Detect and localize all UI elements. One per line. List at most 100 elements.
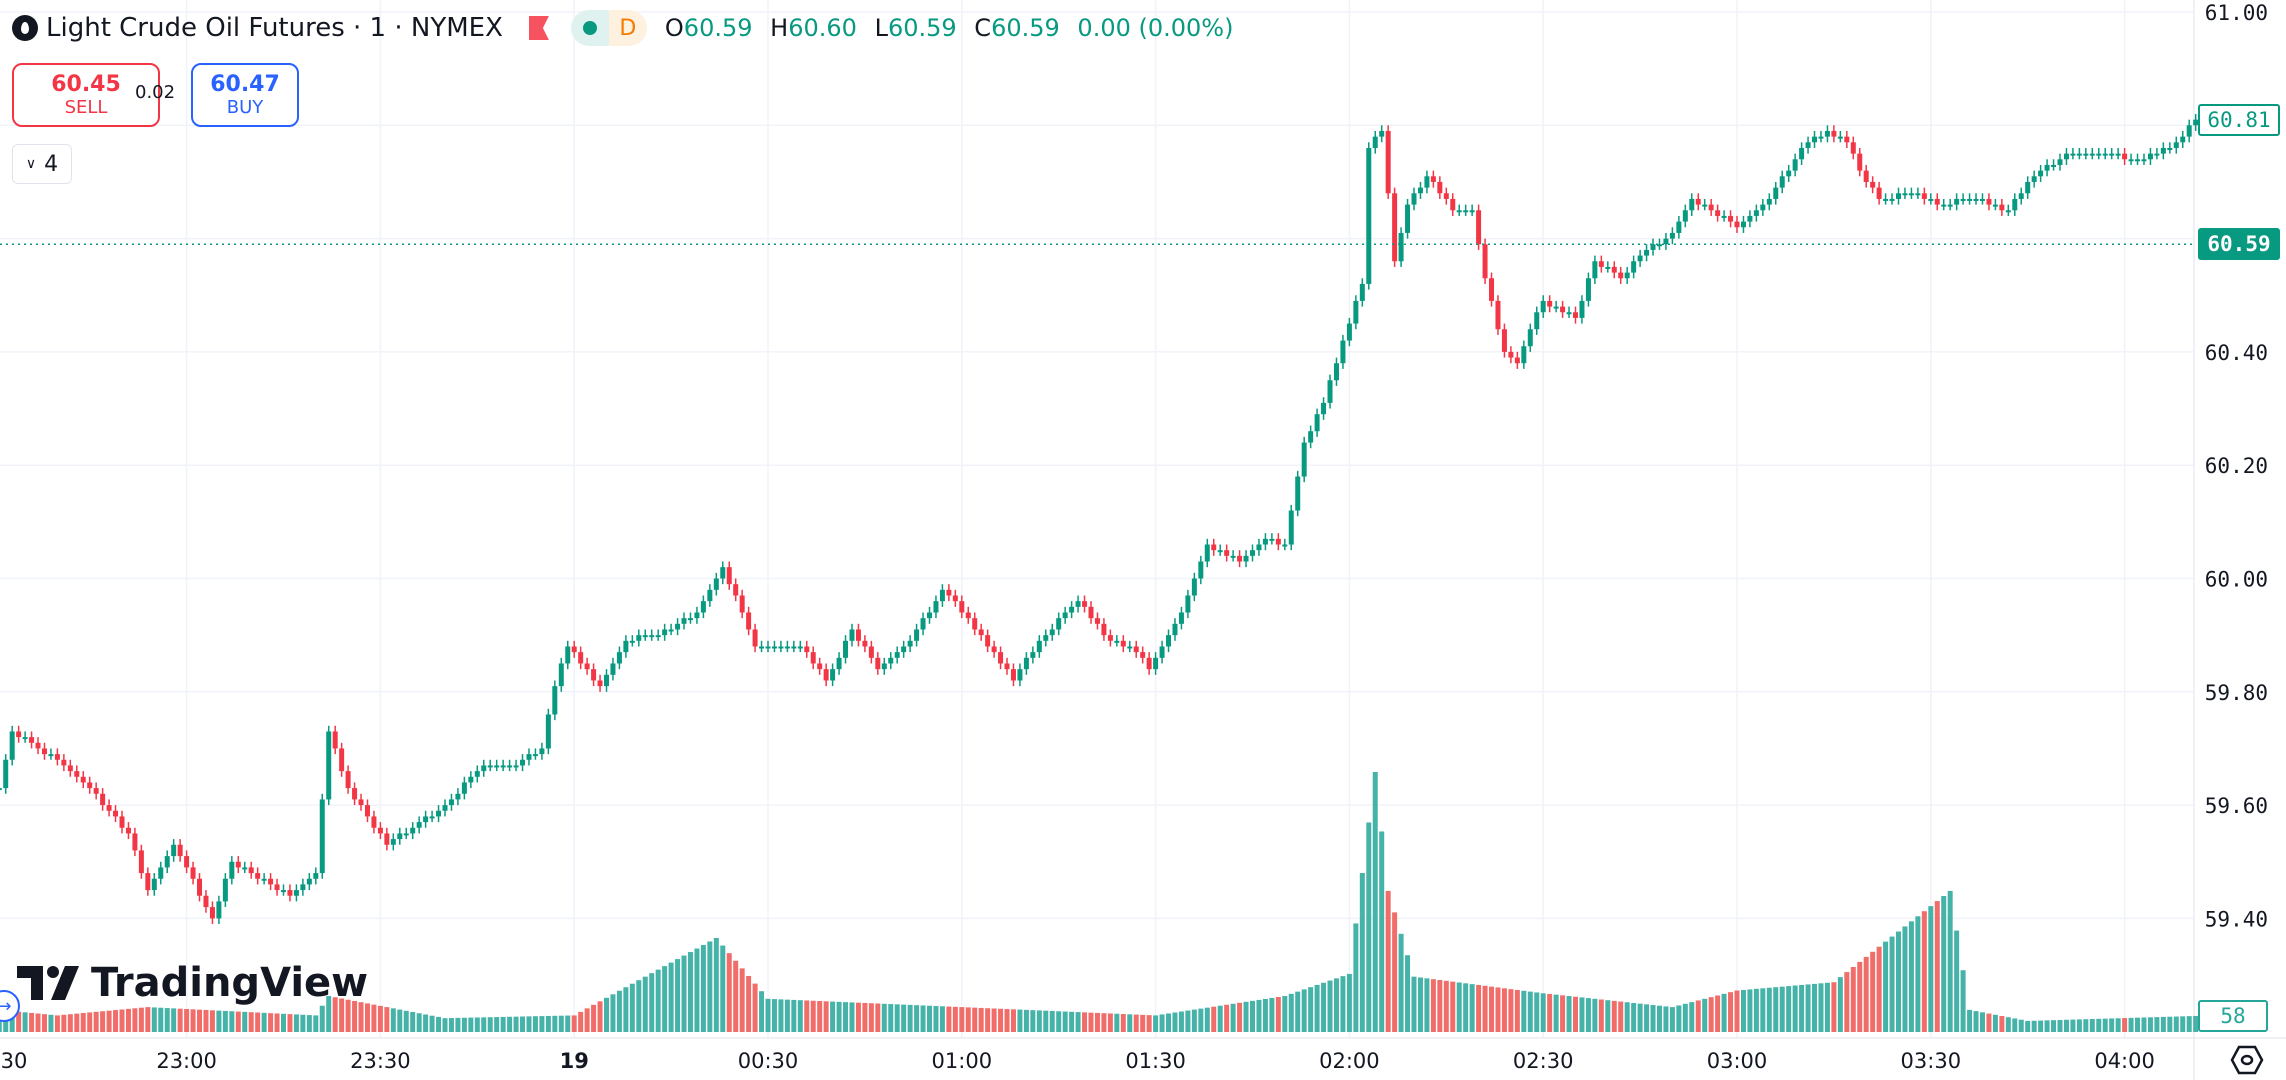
volume-bar bbox=[1133, 1014, 1139, 1032]
volume-bar bbox=[500, 1016, 506, 1032]
volume-bar bbox=[403, 1010, 409, 1032]
candle-body bbox=[1863, 170, 1869, 182]
volume-bar bbox=[1301, 989, 1307, 1032]
candle-body bbox=[849, 629, 855, 641]
volume-bar bbox=[1786, 986, 1792, 1032]
sell-button[interactable]: 60.45 SELL bbox=[12, 63, 160, 127]
candle-body bbox=[1960, 198, 1966, 201]
candle-body bbox=[687, 618, 693, 621]
volume-bar bbox=[1178, 1011, 1184, 1032]
volume-bar bbox=[1631, 1002, 1637, 1032]
volume-bar bbox=[1740, 989, 1746, 1032]
candle-body bbox=[1075, 601, 1081, 607]
volume-bar bbox=[1443, 980, 1449, 1032]
candle-body bbox=[746, 612, 752, 630]
volume-bar bbox=[1954, 930, 1960, 1032]
volume-bar bbox=[339, 998, 345, 1032]
candle-body bbox=[2005, 210, 2011, 213]
candle-body bbox=[461, 782, 467, 794]
volume-bar bbox=[261, 1012, 267, 1032]
volume-bar bbox=[229, 1011, 235, 1032]
candle-body bbox=[255, 873, 261, 879]
price-axis-label: 60.00 bbox=[2205, 568, 2268, 592]
volume-bar bbox=[455, 1017, 461, 1032]
time-axis-label: 00:30 bbox=[738, 1049, 799, 1073]
time-axis-label: 02:30 bbox=[1513, 1049, 1574, 1073]
candle-body bbox=[1831, 130, 1837, 137]
volume-bar bbox=[1967, 1009, 1973, 1032]
candle-body bbox=[1204, 544, 1210, 562]
candle-body bbox=[1592, 261, 1598, 279]
volume-bar bbox=[2154, 1017, 2160, 1032]
candle-body bbox=[436, 810, 442, 817]
symbol-title[interactable]: Light Crude Oil Futures · 1 · NYMEX bbox=[46, 13, 503, 43]
candle-body bbox=[2160, 147, 2166, 154]
volume-bar bbox=[1514, 989, 1520, 1032]
volume-bar bbox=[371, 1004, 377, 1032]
candle-body bbox=[390, 839, 396, 845]
candle-body bbox=[610, 663, 616, 675]
volume-bar bbox=[1857, 961, 1863, 1032]
volume-bar bbox=[1747, 989, 1753, 1032]
volume-bar bbox=[1618, 1001, 1624, 1032]
time-axis-label: 23:00 bbox=[156, 1049, 217, 1073]
candle-body bbox=[410, 827, 416, 834]
candle-body bbox=[1656, 244, 1662, 247]
candle-body bbox=[1501, 329, 1507, 352]
candle-body bbox=[2063, 153, 2069, 160]
candle-body bbox=[591, 669, 597, 681]
volume-bar bbox=[1017, 1009, 1023, 1032]
volume-bar bbox=[532, 1016, 538, 1032]
volume-bar bbox=[106, 1010, 112, 1032]
market-status[interactable]: D bbox=[570, 10, 647, 46]
candle-body bbox=[959, 601, 965, 613]
volume-bar bbox=[1269, 997, 1275, 1032]
candle-body bbox=[1605, 266, 1611, 269]
candle-body bbox=[584, 663, 590, 670]
price-axis-label: 60.20 bbox=[2205, 454, 2268, 478]
volume-bar bbox=[2128, 1017, 2134, 1032]
indicators-toggle-button[interactable]: ∨ 4 bbox=[12, 144, 72, 184]
volume-bar bbox=[855, 1002, 861, 1032]
volume-bar bbox=[1915, 916, 1921, 1032]
chart-settings-icon[interactable] bbox=[2230, 1045, 2264, 1075]
candle-body bbox=[1069, 606, 1075, 613]
volume-bar bbox=[1928, 906, 1934, 1032]
volume-bar bbox=[274, 1013, 280, 1032]
candle-body bbox=[952, 595, 958, 602]
volume-bar bbox=[1140, 1014, 1146, 1032]
volume-bar bbox=[242, 1011, 248, 1032]
volume-bar bbox=[390, 1008, 396, 1032]
volume-bar bbox=[1656, 1005, 1662, 1032]
volume-bar bbox=[487, 1017, 493, 1032]
candle-body bbox=[345, 771, 351, 789]
buy-button[interactable]: 60.47 BUY bbox=[191, 63, 299, 127]
volume-bar bbox=[707, 941, 713, 1032]
candle-body bbox=[2167, 147, 2173, 150]
candle-body bbox=[1553, 306, 1559, 309]
volume-bar bbox=[1275, 997, 1281, 1032]
candle-body bbox=[442, 805, 448, 811]
volume-bar bbox=[927, 1005, 932, 1032]
volume-bar bbox=[933, 1006, 939, 1032]
candle-body bbox=[817, 663, 823, 670]
volume-bar bbox=[978, 1007, 984, 1032]
volume-bar bbox=[843, 1002, 849, 1032]
volume-bar bbox=[1521, 990, 1527, 1032]
volume-bar bbox=[1508, 989, 1514, 1032]
volume-bar bbox=[636, 980, 642, 1032]
volume-bar bbox=[1250, 1000, 1255, 1032]
volume-bar bbox=[1456, 982, 1462, 1032]
candle-body bbox=[1992, 204, 1998, 207]
volume-bar bbox=[1321, 982, 1327, 1032]
flag-icon[interactable] bbox=[528, 16, 549, 40]
volume-bar bbox=[184, 1009, 190, 1032]
candle-body bbox=[578, 652, 584, 664]
volume-bar bbox=[2160, 1016, 2166, 1032]
candle-body bbox=[1534, 312, 1540, 330]
volume-bar bbox=[733, 960, 739, 1032]
candle-body bbox=[532, 754, 538, 757]
volume-bar bbox=[675, 959, 681, 1032]
tradingview-logo[interactable]: TradingView bbox=[17, 960, 368, 1006]
